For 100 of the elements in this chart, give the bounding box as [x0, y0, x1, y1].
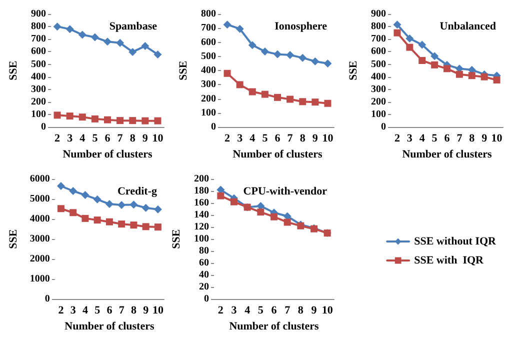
x-tick-label: 6 [271, 304, 278, 317]
point [257, 208, 264, 216]
point [236, 81, 244, 88]
point [154, 50, 162, 58]
point [104, 116, 111, 124]
point [78, 114, 86, 121]
legend-label: SSE without IQR [414, 236, 498, 248]
point [154, 117, 162, 124]
point [81, 191, 90, 200]
point [223, 20, 232, 29]
x-tick-label: 5 [258, 304, 264, 317]
point [430, 52, 439, 60]
point [394, 29, 401, 36]
y-tick-label: 2000 [30, 254, 50, 265]
point [70, 209, 77, 216]
point [57, 205, 64, 212]
x-tick-label: 4 [82, 304, 88, 317]
x-tick-label: 7 [117, 132, 124, 145]
y-tick-label: 800 [31, 21, 46, 32]
y-axis-title: SSE [170, 229, 182, 249]
y-axis-title: SSE [178, 60, 190, 80]
point [312, 98, 319, 106]
legend-label: SSE with IQR [414, 254, 485, 266]
point [93, 195, 102, 204]
y-tick-label: 180 [194, 186, 209, 197]
point [406, 34, 414, 43]
point [456, 70, 463, 78]
point [230, 198, 238, 206]
point [236, 24, 244, 33]
y-tick-label: 300 [371, 84, 386, 95]
y-tick-label: 6000 [30, 174, 50, 184]
x-tick-label: 9 [312, 132, 318, 145]
y-tick-label: 500 [31, 58, 46, 70]
y-tick-label: 700 [371, 34, 386, 45]
text: Spambase [109, 20, 158, 32]
point [116, 117, 124, 124]
y-tick-label: 60 [199, 258, 209, 269]
x-tick-label: 2 [54, 132, 61, 145]
point [130, 200, 138, 209]
point [324, 100, 332, 107]
x-tick-label: 5 [94, 304, 101, 317]
point [311, 57, 320, 66]
y-tick-label: 400 [371, 71, 386, 82]
x-tick-label: 5 [262, 132, 268, 145]
point [444, 65, 450, 72]
x-tick-label: 4 [419, 132, 426, 145]
point [418, 56, 426, 64]
x-axis-title: Number of clusters [402, 148, 493, 160]
y-tick-label: 600 [201, 36, 216, 48]
point [274, 50, 282, 58]
x-axis-title: Number of clusters [229, 320, 320, 332]
y-tick-label: 140 [194, 210, 209, 221]
x-axis-title: Number of clusters [62, 148, 154, 160]
x-tick-label: 10 [152, 132, 164, 145]
x-tick-label: 6 [106, 304, 113, 317]
y-tick-label: 40 [199, 270, 209, 281]
y-tick-label: 4000 [30, 214, 50, 225]
x-tick-label: 3 [237, 132, 244, 145]
point [224, 70, 231, 77]
point [94, 216, 101, 224]
y-tick-label: 600 [31, 46, 46, 58]
y-tick-label: 200 [201, 93, 216, 104]
x-tick-label: 7 [456, 132, 463, 145]
x-tick-label: 3 [70, 304, 76, 317]
x-tick-label: 8 [298, 304, 304, 317]
point [298, 54, 307, 62]
text: Unbalanced [440, 20, 496, 32]
y-tick-label: 500 [201, 50, 216, 62]
point [90, 33, 99, 42]
x-tick-label: 7 [118, 304, 125, 317]
x-tick-label: 9 [482, 132, 488, 145]
x-tick-label: 4 [80, 132, 86, 145]
y-tick-label: 700 [201, 22, 216, 34]
x-tick-label: 10 [322, 132, 334, 145]
point [118, 201, 126, 210]
point [69, 187, 78, 196]
y-tick-label: 3000 [30, 234, 50, 245]
y-tick-label: 100 [371, 109, 386, 120]
x-tick-label: 9 [143, 304, 150, 317]
point [468, 72, 476, 80]
point [105, 200, 114, 208]
x-tick-label: 4 [244, 304, 251, 317]
point [56, 182, 65, 190]
y-tick-label: 5000 [30, 194, 50, 205]
y-axis-title: SSE [348, 60, 360, 80]
y-tick-label: 100 [31, 109, 46, 120]
x-tick-label: 6 [104, 132, 111, 145]
y-tick-label: 200 [371, 96, 386, 108]
point [284, 218, 291, 226]
point [418, 40, 426, 49]
point [91, 115, 98, 122]
y-tick-label: 120 [194, 222, 209, 233]
point [154, 224, 162, 231]
x-tick-label: 8 [300, 132, 306, 145]
x-tick-label: 5 [92, 132, 98, 145]
x-tick-label: 9 [142, 132, 148, 145]
x-axis-title: Number of clusters [64, 320, 155, 332]
y-tick-label: 400 [201, 65, 216, 76]
y-tick-label: 1000 [30, 274, 50, 285]
point [66, 25, 74, 34]
